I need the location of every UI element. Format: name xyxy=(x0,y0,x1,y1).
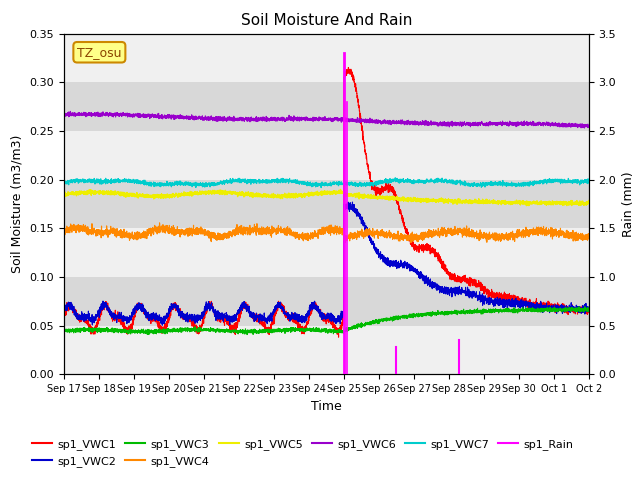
sp1_VWC2 xyxy=(285,313,292,319)
Line: sp1_VWC1: sp1_VWC1 xyxy=(64,68,589,337)
Bar xyxy=(64,131,589,180)
sp1_VWC7 xyxy=(280,177,288,182)
sp1_VWC7 xyxy=(392,175,399,180)
sp1_VWC3 xyxy=(310,325,317,331)
Bar xyxy=(64,277,589,326)
Line: sp1_VWC6: sp1_VWC6 xyxy=(64,111,589,128)
sp1_VWC4 xyxy=(543,229,550,235)
sp1_VWC7 xyxy=(310,181,317,187)
sp1_VWC2 xyxy=(442,285,449,291)
sp1_VWC5 xyxy=(585,198,593,204)
sp1_VWC1 xyxy=(60,315,68,321)
sp1_VWC5 xyxy=(523,203,531,208)
sp1_VWC7 xyxy=(585,177,593,182)
sp1_VWC1 xyxy=(344,65,352,71)
sp1_VWC5 xyxy=(285,192,292,198)
sp1_VWC5 xyxy=(280,192,288,198)
sp1_VWC2 xyxy=(60,306,68,312)
sp1_VWC6 xyxy=(543,120,550,126)
Title: Soil Moisture And Rain: Soil Moisture And Rain xyxy=(241,13,412,28)
sp1_VWC6 xyxy=(585,123,593,129)
sp1_VWC5 xyxy=(337,186,344,192)
sp1_VWC3 xyxy=(581,304,589,310)
sp1_VWC4 xyxy=(285,229,292,235)
sp1_VWC2 xyxy=(310,300,317,305)
Line: sp1_VWC2: sp1_VWC2 xyxy=(64,202,589,325)
sp1_VWC5 xyxy=(60,192,68,197)
Legend: sp1_VWC1, sp1_VWC2, sp1_VWC3, sp1_VWC4, sp1_VWC5, sp1_VWC6, sp1_VWC7, sp1_Rain: sp1_VWC1, sp1_VWC2, sp1_VWC3, sp1_VWC4, … xyxy=(28,435,579,471)
sp1_VWC1 xyxy=(442,264,449,270)
sp1_VWC7 xyxy=(543,177,550,183)
sp1_VWC2 xyxy=(159,322,166,328)
sp1_VWC2 xyxy=(281,311,289,317)
sp1_VWC3 xyxy=(442,311,449,316)
sp1_VWC4 xyxy=(310,231,317,237)
Y-axis label: Rain (mm): Rain (mm) xyxy=(622,171,635,237)
sp1_VWC3 xyxy=(243,332,251,337)
Line: sp1_VWC5: sp1_VWC5 xyxy=(64,189,589,205)
Line: sp1_VWC7: sp1_VWC7 xyxy=(64,178,589,188)
sp1_VWC1 xyxy=(285,316,292,322)
sp1_VWC6 xyxy=(580,125,588,131)
sp1_VWC4 xyxy=(407,240,415,246)
Bar xyxy=(64,34,589,82)
sp1_VWC4 xyxy=(60,227,68,232)
sp1_VWC5 xyxy=(442,196,449,202)
sp1_VWC6 xyxy=(285,115,292,120)
sp1_VWC7 xyxy=(442,178,449,184)
sp1_VWC3 xyxy=(543,306,550,312)
Line: sp1_VWC3: sp1_VWC3 xyxy=(64,307,589,335)
Line: sp1_VWC4: sp1_VWC4 xyxy=(64,223,589,243)
X-axis label: Time: Time xyxy=(311,400,342,413)
Text: TZ_osu: TZ_osu xyxy=(77,46,122,59)
sp1_VWC1 xyxy=(280,305,288,311)
sp1_VWC4 xyxy=(442,227,449,233)
sp1_VWC7 xyxy=(569,177,577,182)
sp1_VWC3 xyxy=(60,329,68,335)
sp1_VWC5 xyxy=(310,191,317,197)
sp1_VWC5 xyxy=(569,200,577,205)
sp1_VWC6 xyxy=(310,118,317,124)
sp1_VWC1 xyxy=(543,303,550,309)
sp1_VWC3 xyxy=(285,326,292,332)
Bar xyxy=(64,326,589,374)
sp1_VWC6 xyxy=(281,116,289,122)
Bar xyxy=(64,82,589,131)
Bar xyxy=(64,180,589,228)
sp1_VWC2 xyxy=(585,306,593,312)
sp1_VWC4 xyxy=(585,235,593,241)
sp1_VWC2 xyxy=(543,303,550,309)
sp1_VWC1 xyxy=(585,306,593,312)
sp1_VWC3 xyxy=(281,327,289,333)
sp1_VWC6 xyxy=(67,108,74,114)
sp1_VWC7 xyxy=(285,178,292,184)
Bar xyxy=(64,228,589,277)
sp1_VWC5 xyxy=(543,200,550,205)
sp1_VWC4 xyxy=(281,225,289,231)
sp1_VWC1 xyxy=(335,334,342,340)
sp1_VWC6 xyxy=(569,123,577,129)
sp1_VWC7 xyxy=(317,185,325,191)
sp1_VWC3 xyxy=(569,305,577,311)
sp1_VWC3 xyxy=(585,308,593,314)
sp1_VWC6 xyxy=(442,120,449,126)
sp1_VWC4 xyxy=(569,228,577,233)
sp1_VWC2 xyxy=(349,199,356,205)
sp1_VWC1 xyxy=(310,305,317,311)
sp1_VWC7 xyxy=(60,180,68,186)
sp1_VWC1 xyxy=(569,307,577,312)
sp1_VWC2 xyxy=(569,304,577,310)
sp1_VWC4 xyxy=(156,220,163,226)
sp1_VWC6 xyxy=(60,112,68,118)
Y-axis label: Soil Moisture (m3/m3): Soil Moisture (m3/m3) xyxy=(11,135,24,273)
